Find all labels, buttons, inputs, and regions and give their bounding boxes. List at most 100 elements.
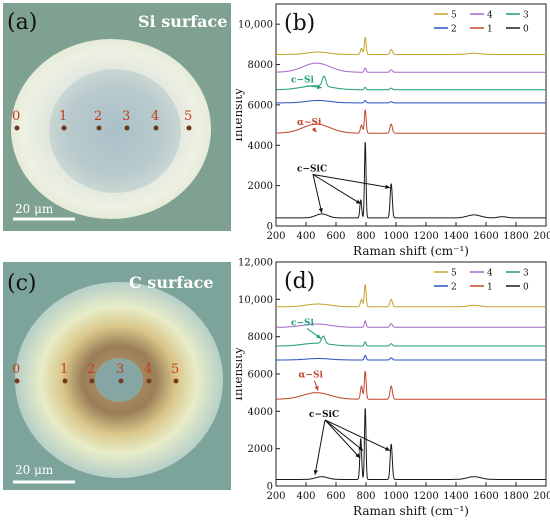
- series-line-2: [276, 100, 546, 104]
- raman-chart-d-svg: (d) 200 400 600 800 1000 1200 1400 1600 1800 2000 0…: [231, 258, 550, 519]
- micrograph-a-image: 0 1 2 3 4 5 (a) Si surface 20 μm: [3, 3, 231, 231]
- annotation-arrow: [324, 419, 391, 451]
- series-line-5: [276, 284, 546, 308]
- y-tick-label: 6000: [248, 100, 273, 111]
- x-tick-label: 200: [266, 491, 285, 502]
- annotation-label: α−Si: [297, 118, 322, 128]
- annotation-arrow: [312, 174, 362, 205]
- y-tick-label: 8000: [248, 60, 273, 71]
- series-line-2: [276, 354, 546, 361]
- legend-label-0: 0: [523, 283, 529, 293]
- y-tick-label: 8000: [248, 332, 273, 343]
- series-line-1: [276, 370, 546, 400]
- annotation-arrow: [314, 419, 326, 475]
- x-tick-label: 1000: [383, 491, 408, 502]
- legend-label-3: 3: [523, 11, 529, 21]
- x-tick-label: 1200: [413, 231, 438, 242]
- panel-label-c: (c): [7, 271, 37, 296]
- series-line-3: [276, 75, 546, 91]
- x-axis-label: Raman shift (cm⁻¹): [353, 244, 469, 258]
- panel-label: (d): [284, 269, 315, 294]
- plot-frame: [275, 3, 547, 227]
- legend-label-4: 4: [487, 269, 493, 279]
- micrograph-c-point-label: 5: [171, 362, 179, 377]
- scale-label-a: 20 μm: [15, 202, 54, 216]
- x-tick-label: 400: [296, 231, 315, 242]
- x-tick-label: 1800: [503, 231, 528, 242]
- legend-label-1: 1: [487, 283, 493, 293]
- micrograph-a-point-label: 4: [151, 109, 159, 124]
- annotation-arrowhead: [311, 127, 317, 133]
- micrograph-a-point-label: 3: [122, 109, 130, 124]
- micrograph-a-points: [14, 125, 192, 131]
- micrograph-a-point-label: 5: [184, 109, 192, 124]
- micrograph-c-image: 0 1 2 3 4 5 (c) C surface 20 μm: [3, 262, 231, 490]
- x-tick-label: 1600: [473, 231, 498, 242]
- y-tick-label: 10,000: [238, 20, 273, 31]
- panel-label: (b): [284, 11, 315, 36]
- legend-label-0: 0: [523, 25, 529, 35]
- micrograph-si-surface: 0 1 2 3 4 5 (a) Si surface 20 μm: [3, 3, 231, 231]
- panel-label-a: (a): [7, 10, 37, 35]
- micrograph-c-surface: 0 1 2 3 4 5 (c) C surface 20 μm: [3, 262, 231, 490]
- annotation-arrowhead: [358, 446, 363, 451]
- micrograph-a-title: Si surface: [138, 12, 227, 31]
- micrograph-c-title: C surface: [129, 273, 214, 292]
- y-tick-label: 6000: [248, 370, 273, 381]
- y-tick-label: 10,000: [238, 295, 273, 306]
- annotation-label: α−Si: [299, 371, 324, 381]
- annotation-arrowhead: [355, 453, 360, 458]
- legend-label-1: 1: [487, 25, 493, 35]
- micrograph-c-point-label: 0: [12, 362, 20, 377]
- x-tick-label: 800: [356, 491, 375, 502]
- scale-label-c: 20 μm: [15, 463, 54, 477]
- annotation-arrow: [312, 174, 323, 213]
- raman-chart-d: (d) 200 400 600 800 1000 1200 1400 1600 1800 2000 0…: [231, 258, 550, 522]
- x-tick-label: 400: [296, 491, 315, 502]
- series-line-0: [276, 408, 546, 480]
- x-axis-label: Raman shift (cm⁻¹): [353, 504, 469, 518]
- x-tick-label: 800: [356, 231, 375, 242]
- annotation-arrowhead: [314, 385, 319, 391]
- legend-label-4: 4: [487, 11, 493, 21]
- annotation-arrowhead: [355, 199, 361, 204]
- y-axis-label: Intensity: [236, 347, 245, 401]
- x-tick-label: 1800: [503, 491, 528, 502]
- annotation-arrowhead: [385, 184, 390, 190]
- annotation-arrowhead: [316, 334, 321, 339]
- x-tick-label: 1400: [443, 491, 468, 502]
- x-tick-label: 2000: [533, 231, 550, 242]
- x-tick-label: 200: [266, 231, 285, 242]
- legend-label-5: 5: [451, 11, 457, 21]
- annotation-label: c−Si: [291, 318, 315, 328]
- y-tick-label: 2000: [248, 444, 273, 455]
- annotation-arrowhead: [318, 208, 323, 213]
- x-tick-label: 600: [326, 491, 345, 502]
- annotation-arrowhead: [385, 446, 390, 451]
- y-tick-label: 0: [267, 482, 273, 493]
- legend-label-5: 5: [451, 269, 457, 279]
- micrograph-a-point-label: 0: [12, 109, 20, 124]
- annotation-label: c−SiC: [309, 410, 339, 420]
- y-tick-label: 4000: [248, 141, 273, 152]
- y-axis-label: Intensity: [236, 88, 245, 142]
- series-line-4: [276, 320, 546, 328]
- micrograph-a-point-label: 1: [59, 109, 67, 124]
- micrograph-c-point-label: 3: [116, 362, 124, 377]
- annotation-arrowhead: [313, 469, 318, 475]
- legend-label-3: 3: [523, 269, 529, 279]
- micrograph-c-point-label: 1: [60, 362, 68, 377]
- micrograph-c-points: [14, 378, 179, 384]
- annotation-arrow: [312, 174, 391, 189]
- x-tick-label: 1200: [413, 491, 438, 502]
- x-tick-label: 2000: [533, 491, 550, 502]
- annotation-arrow: [324, 419, 364, 451]
- micrograph-a-point-label: 2: [94, 109, 102, 124]
- series-line-1: [276, 109, 546, 134]
- x-tick-label: 1000: [383, 231, 408, 242]
- y-tick-label: 4000: [248, 407, 273, 418]
- x-tick-label: 1400: [443, 231, 468, 242]
- annotation-arrow: [324, 419, 361, 459]
- y-tick-label: 0: [267, 222, 273, 233]
- x-tick-label: 1600: [473, 491, 498, 502]
